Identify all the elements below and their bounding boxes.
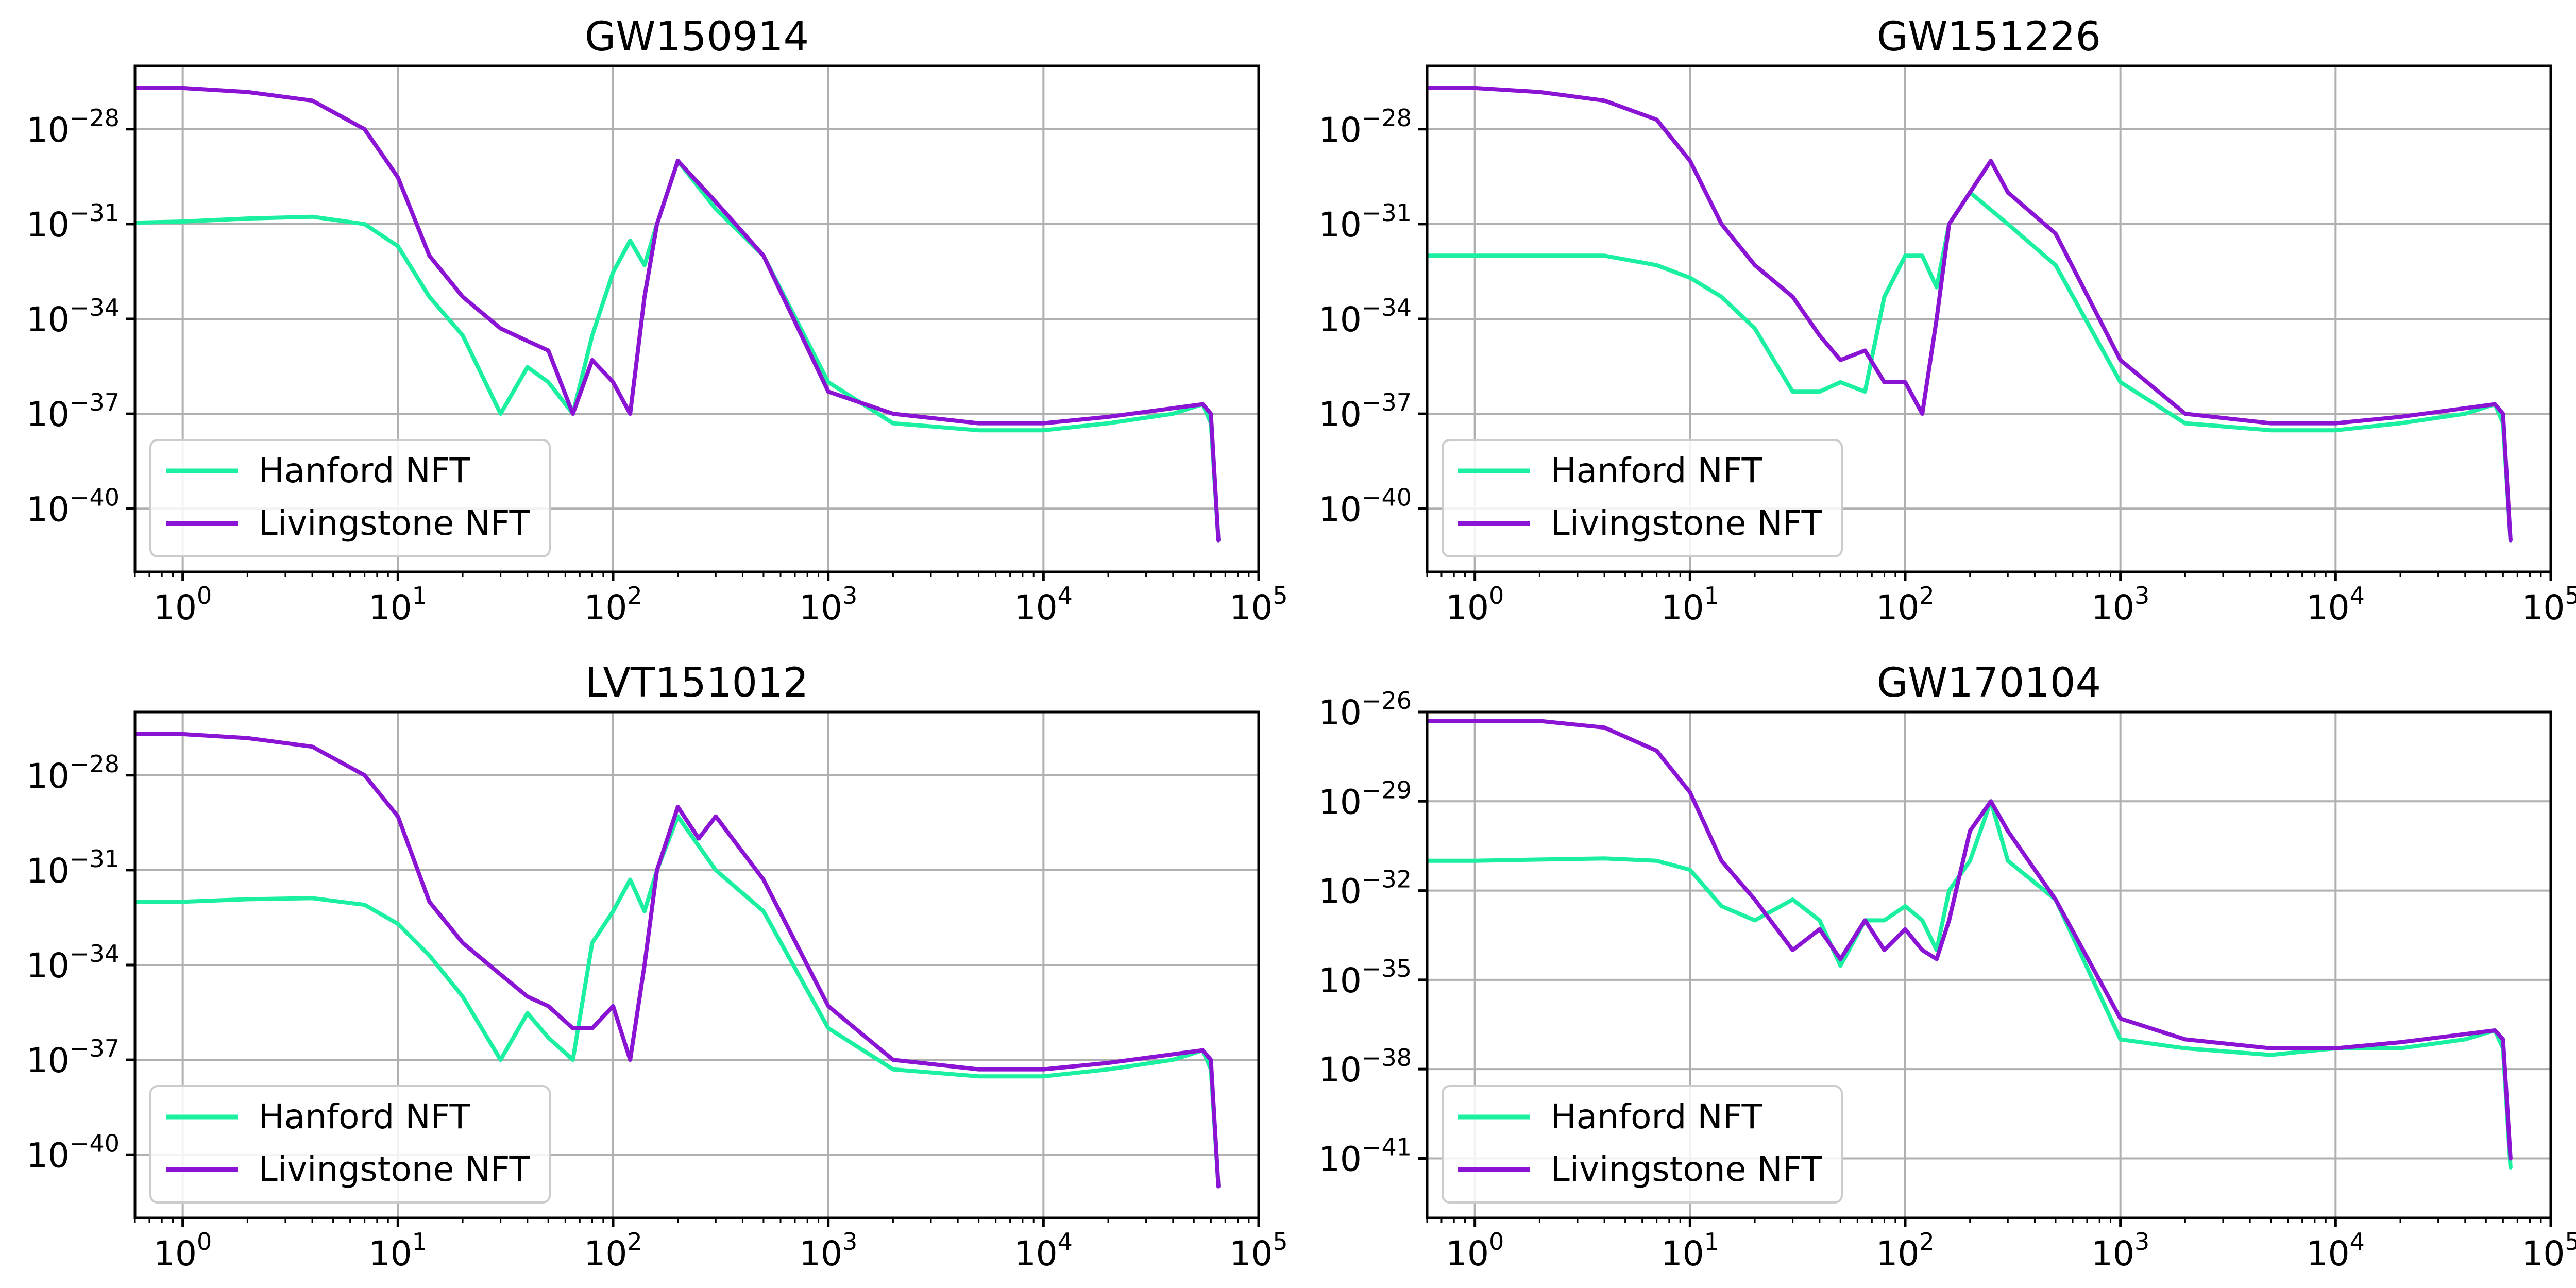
series-line-livingstone: [1427, 719, 2513, 1161]
series-line-livingstone: [135, 86, 1221, 543]
y-tick-label: 10−37: [26, 388, 120, 434]
plot-frame: [133, 710, 1260, 1219]
x-tick-label: 101: [369, 1228, 427, 1274]
x-tick-label: 103: [799, 582, 857, 628]
chart-title: GW150914: [585, 14, 809, 60]
x-tick-label: 102: [584, 1228, 642, 1274]
x-tick-label: 104: [2307, 582, 2365, 628]
y-tick-label: 10−34: [26, 940, 120, 986]
legend: Hanford NFT Livingstone NFT: [1442, 439, 1843, 557]
x-tick-label: 100: [1446, 582, 1504, 628]
plot-frame: [1426, 64, 2552, 573]
x-tick-label: 105: [1229, 582, 1287, 628]
x-tick-label: 103: [2091, 1228, 2149, 1274]
y-tick-label: 10−29: [1318, 776, 1412, 822]
chart-panel-gw151226: GW151226 100 101 102 103 104 105 10−28 10−31 10−…: [1318, 14, 2576, 628]
x-tick-label: 104: [1014, 1228, 1073, 1274]
x-tick-label: 101: [1661, 1228, 1719, 1274]
x-tick-label: 105: [1229, 1228, 1287, 1274]
chart-title: GW170104: [1877, 660, 2101, 706]
x-tick-label: 105: [2521, 1228, 2576, 1274]
legend-label: Livingstone NFT: [259, 503, 530, 543]
y-tick-label: 10−40: [26, 483, 120, 529]
chart-panel-gw150914: GW150914 100 101 102 103 104 105 10−28 10−31 10−…: [26, 14, 1288, 628]
series-group: [135, 86, 1221, 543]
chart-title: GW151226: [1877, 14, 2101, 60]
legend-label: Livingstone NFT: [1551, 1149, 1822, 1189]
x-tick-label: 100: [154, 1228, 212, 1274]
y-tick-label: 10−26: [1318, 687, 1412, 733]
series-group: [1427, 719, 2513, 1170]
series-group: [135, 732, 1221, 1189]
y-tick-label: 10−37: [26, 1035, 120, 1080]
y-tick-label: 10−40: [26, 1129, 120, 1175]
y-tick-label: 10−28: [26, 750, 120, 796]
legend: Hanford NFT Livingstone NFT: [149, 439, 551, 557]
y-tick-label: 10−34: [26, 294, 120, 340]
legend-label: Hanford NFT: [259, 451, 471, 490]
axis-ticks: 100 101 102 103 104 105 10−28 10−31 10−34 10−37 10…: [26, 750, 1288, 1274]
legend-box: [1442, 439, 1843, 557]
plot-frame: [133, 64, 1260, 573]
series-line-hanford: [135, 159, 1221, 543]
series-line-livingstone: [135, 732, 1221, 1189]
legend-label: Hanford NFT: [259, 1097, 471, 1137]
legend-label: Livingstone NFT: [1551, 503, 1822, 543]
y-tick-label: 10−40: [1318, 483, 1412, 529]
x-tick-label: 102: [1876, 582, 1934, 628]
x-tick-label: 102: [584, 582, 642, 628]
x-tick-label: 100: [154, 582, 212, 628]
chart-panel-gw170104: GW170104 100 101 102 103 104 105 10−26 10−29 10−…: [1318, 660, 2576, 1274]
y-tick-label: 10−28: [1318, 104, 1412, 150]
legend-box: [149, 439, 551, 557]
x-tick-label: 101: [1661, 582, 1719, 628]
x-tick-label: 104: [2307, 1228, 2365, 1274]
chart-panel-lvt151012: LVT151012 100 101 102 103 104 10510−2810−3110…: [26, 660, 1288, 1274]
grid: [1427, 711, 2552, 1218]
plot-frame: [1426, 710, 2552, 1219]
x-tick-label: 100: [1446, 1228, 1504, 1274]
y-tick-label: 10−32: [1318, 866, 1412, 911]
legend-label: Livingstone NFT: [259, 1149, 530, 1189]
x-tick-label: 104: [1014, 582, 1073, 628]
y-tick-label: 10−35: [1318, 955, 1412, 1001]
axis-ticks: 100 101 102 103 104 105 10−28 10−31 10−34 10−37 10…: [1318, 104, 2576, 628]
x-tick-label: 101: [369, 582, 427, 628]
y-tick-label: 10−34: [1318, 294, 1412, 340]
series-line-hanford: [1427, 190, 2513, 543]
x-tick-label: 105: [2521, 582, 2576, 628]
y-tick-label: 10−37: [1318, 388, 1412, 434]
legend-label: Hanford NFT: [1551, 451, 1763, 490]
x-tick-label: 103: [2091, 582, 2149, 628]
legend-box: [1442, 1085, 1843, 1204]
axis-ticks: 100 101 102 103 104 105 10−28 10−31 10−34 10−37 10…: [26, 104, 1288, 628]
y-tick-label: 10−31: [1318, 199, 1412, 245]
x-tick-label: 103: [799, 1228, 857, 1274]
series-line-livingstone: [1427, 86, 2513, 543]
series-line-hanford: [135, 814, 1221, 1189]
legend-box: [149, 1085, 551, 1204]
series-group: [1427, 86, 2513, 543]
legend: Hanford NFT Livingstone NFT: [149, 1085, 551, 1204]
chart-title: LVT151012: [585, 660, 809, 706]
y-tick-label: 10−38: [1318, 1044, 1412, 1090]
y-tick-label: 10−31: [26, 199, 120, 245]
y-tick-label: 10−31: [26, 845, 120, 891]
y-tick-label: 10−28: [26, 104, 120, 150]
legend-label: Hanford NFT: [1551, 1097, 1763, 1137]
axis-ticks: 100 101 102 103 104 105 10−26 10−29 10−32 10−35 10…: [1318, 687, 2576, 1274]
x-tick-label: 102: [1876, 1228, 1934, 1274]
y-tick-label: 10−41: [1318, 1133, 1412, 1179]
legend: Hanford NFT Livingstone NFT: [1442, 1085, 1843, 1204]
